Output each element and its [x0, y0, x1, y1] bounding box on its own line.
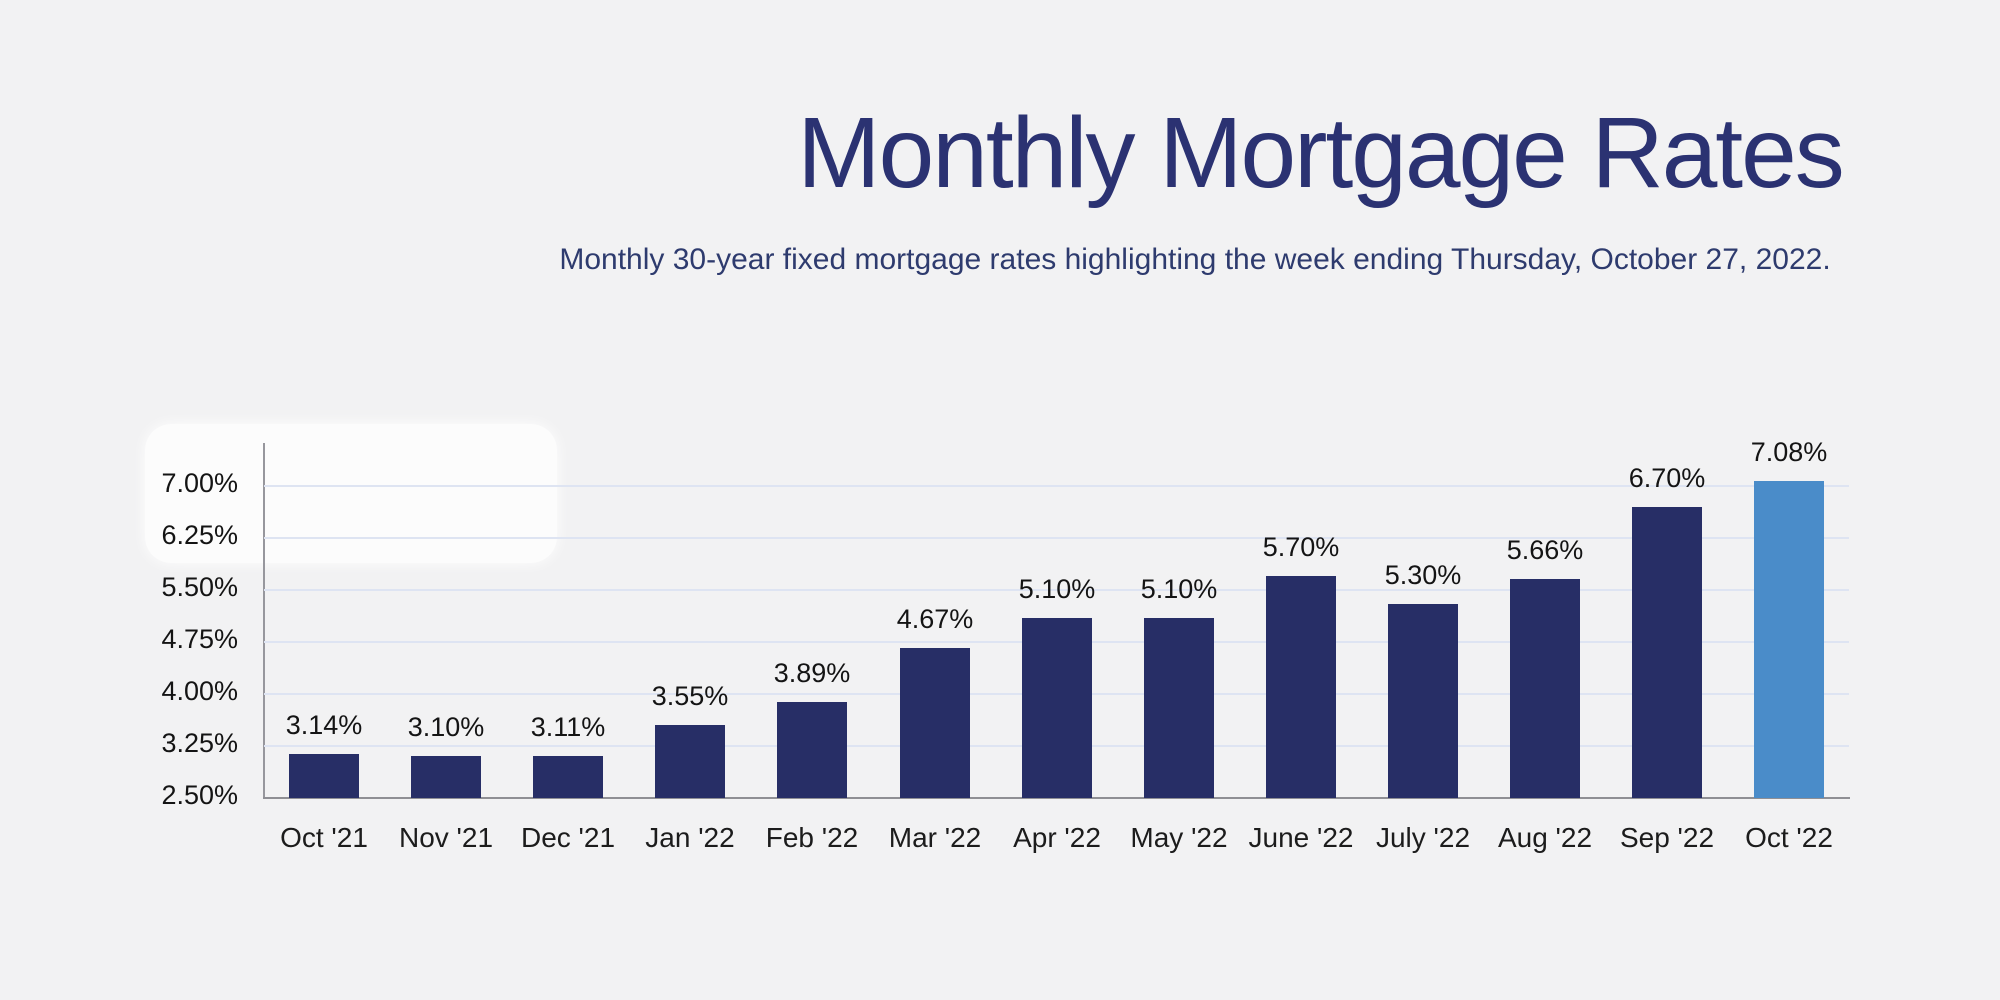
x-axis-tick-label: Feb '22 — [765, 822, 859, 853]
x-axis-tick-label: Sep '22 — [1619, 822, 1715, 853]
bar-value-label: 3.14% — [285, 710, 363, 740]
y-axis-tick-label: 4.00% — [161, 676, 238, 707]
bar-value-label: 3.55% — [651, 681, 729, 711]
bar-feb-22 — [777, 702, 847, 798]
bar-value-label: 4.67% — [896, 604, 974, 634]
bar-value-label: 3.10% — [407, 712, 485, 742]
x-axis-tick-label: Apr '22 — [1013, 822, 1101, 853]
x-axis-line — [263, 797, 1850, 799]
x-axis-tick-label: Nov '21 — [398, 822, 494, 853]
bar-june-22 — [1266, 576, 1336, 798]
x-axis-tick-label: Jan '22 — [645, 822, 735, 853]
gridline — [264, 485, 1849, 488]
x-axis-tick-label: Dec '21 — [520, 822, 616, 853]
x-axis-tick-label: Oct '21 — [280, 822, 368, 853]
bar-may-22 — [1144, 618, 1214, 798]
bar-jan-22 — [655, 725, 725, 798]
gridline — [264, 589, 1849, 592]
bar-value-label: 5.10% — [1140, 574, 1218, 604]
bar-value-label: 5.10% — [1018, 574, 1096, 604]
x-axis-tick-label: July '22 — [1375, 822, 1471, 853]
background-card — [145, 424, 557, 563]
y-axis-tick-label: 2.50% — [161, 780, 238, 810]
bar-oct-21 — [289, 754, 359, 798]
bar-value-label: 7.08% — [1750, 437, 1828, 467]
x-axis-tick-label: Mar '22 — [888, 822, 982, 853]
bar-apr-22 — [1022, 618, 1092, 798]
bar-aug-22 — [1510, 579, 1580, 798]
y-axis-tick-label: 3.25% — [161, 728, 238, 759]
bar-mar-22 — [900, 648, 970, 798]
x-axis-tick-label: May '22 — [1130, 822, 1228, 853]
y-axis-tick-label: 4.75% — [161, 624, 238, 655]
y-axis-tick-label: 6.25% — [161, 520, 238, 551]
x-axis-tick-label: Oct '22 — [1745, 822, 1833, 853]
bar-value-label: 5.30% — [1384, 560, 1462, 590]
bar-value-label: 6.70% — [1628, 463, 1706, 493]
chart-subtitle: Monthly 30-year fixed mortgage rates hig… — [559, 243, 1831, 276]
y-axis-line — [263, 443, 265, 799]
bar-oct-22 — [1754, 481, 1824, 798]
gridline — [264, 537, 1849, 540]
x-axis-tick-label: June '22 — [1248, 822, 1354, 853]
bar-value-label: 5.66% — [1506, 535, 1584, 565]
bar-dec-21 — [533, 756, 603, 798]
bar-value-label: 3.11% — [530, 712, 606, 742]
bar-value-label: 5.70% — [1262, 532, 1340, 562]
bar-value-label: 3.89% — [773, 658, 851, 688]
chart-title: Monthly Mortgage Rates — [797, 97, 1844, 209]
y-axis-tick-label: 5.50% — [161, 572, 238, 603]
y-axis-tick-label: 7.00% — [161, 468, 238, 499]
bar-nov-21 — [411, 756, 481, 798]
bar-july-22 — [1388, 604, 1458, 798]
bar-sep-22 — [1632, 507, 1702, 798]
x-axis-tick-label: Aug '22 — [1497, 822, 1593, 853]
